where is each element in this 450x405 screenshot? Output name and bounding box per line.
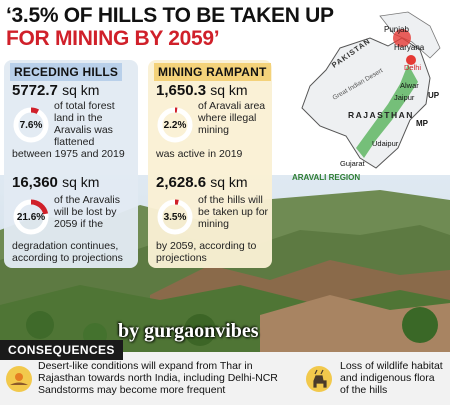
watermark: by gurgaonvibes xyxy=(118,320,259,342)
delhi-marker xyxy=(406,55,416,65)
stat-value: 16,360 sq km xyxy=(12,174,100,191)
map-label-aravali-region: ARAVALI REGION xyxy=(292,173,360,182)
percent-donut xyxy=(13,107,49,143)
consequence-line: Desert-like conditions will expand from … xyxy=(38,360,253,372)
stat-description-cont: degradation continues, according to proj… xyxy=(12,240,123,264)
aravali-range xyxy=(356,64,418,158)
stat-description: of Aravali area where illegal mining xyxy=(198,100,266,136)
map-label-jaipur: Jaipur xyxy=(394,93,415,102)
percent-donut xyxy=(157,199,193,235)
deer-icon xyxy=(306,366,332,392)
stat-description-cont: was active in 2019 xyxy=(156,148,243,160)
percent-label: 7.6% xyxy=(19,120,43,131)
map-label-up: UP xyxy=(428,91,440,100)
consequence-text: Desert-like conditions will expand from … xyxy=(38,360,288,396)
stat-value: 5772.7 sq km xyxy=(12,82,100,99)
map-label-udaipur: Udaipur xyxy=(372,139,399,148)
consequence-text: Loss of wildlife habitat and indigenous … xyxy=(340,360,448,396)
consequence-line: and indigenous flora xyxy=(340,372,435,384)
stat-value: 1,650.3 sq km xyxy=(156,82,248,99)
percent-donut xyxy=(157,107,193,143)
map-label-delhi: Delhi xyxy=(404,63,421,72)
consequence-line: Loss of wildlife habitat xyxy=(340,360,443,372)
punjab-marker xyxy=(393,29,411,47)
map-label-punjab: Punjab xyxy=(384,25,409,34)
map-label-rajasthan: RAJASTHAN xyxy=(348,110,414,120)
percent-label: 21.6% xyxy=(16,212,46,223)
map-label-haryana: Haryana xyxy=(394,43,425,52)
stat-value: 2,628.6 sq km xyxy=(156,174,248,191)
percent-donut xyxy=(13,199,49,235)
consequences-label: CONSEQUENCES xyxy=(0,340,123,360)
map-label-mp: MP xyxy=(416,119,429,128)
consequence-line: of the hills xyxy=(340,384,388,396)
headline-line-2: FOR MINING BY 2059’ xyxy=(6,27,220,50)
panel-title: MINING RAMPANT xyxy=(154,63,271,81)
stat-description: of the hills will be taken up for mining xyxy=(198,194,269,230)
stat-description: of the Aravalis will be lost by 2059 if … xyxy=(54,194,120,230)
headline-line-1: ‘3.5% OF HILLS TO BE TAKEN UP xyxy=(6,4,334,27)
map-label-gujarat: Gujarat xyxy=(340,159,366,168)
consequence-line: Rajasthan towards north India, including… xyxy=(38,372,278,384)
aravali-region-map: Punjab Haryana Delhi PAKISTAN Great Indi… xyxy=(292,11,441,182)
map-label-alwar: Alwar xyxy=(400,81,419,90)
receding-hills-panel: RECEDING HILLS 5772.7 sq km 7.6% of tota… xyxy=(4,60,138,268)
stat-description: of total forest land in the Aravalis was… xyxy=(54,100,115,148)
mining-rampant-panel: MINING RAMPANT 1,650.3 sq km 2.2% of Ara… xyxy=(148,60,272,268)
consequences-bar xyxy=(0,352,450,405)
consequence-line: Sandstorms may become more frequent xyxy=(38,384,226,396)
stat-description-cont: by 2059, according to projections xyxy=(156,240,257,264)
percent-label: 2.2% xyxy=(163,120,187,131)
stat-description-cont: between 1975 and 2019 xyxy=(12,148,125,160)
sun-desert-icon xyxy=(6,366,32,392)
panel-title: RECEDING HILLS xyxy=(10,63,123,81)
percent-label: 3.5% xyxy=(163,212,187,223)
